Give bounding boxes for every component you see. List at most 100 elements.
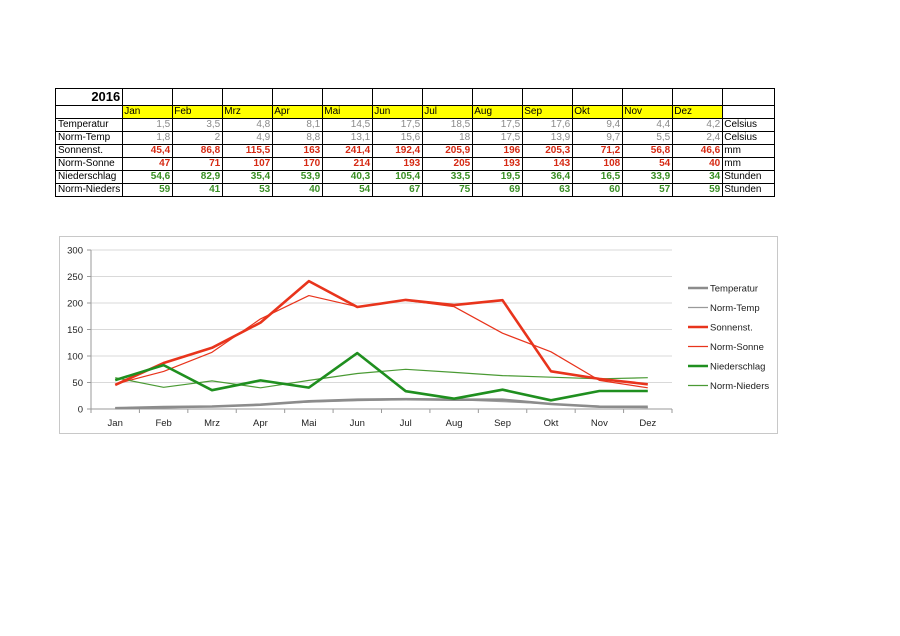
value-cell: 205,3	[522, 144, 574, 158]
table-row: Niederschlag 54,6 82,9 35,4 53,9 40,3 105,4 33,…	[54, 170, 776, 184]
empty-cell	[222, 88, 274, 106]
value-cell: 33,5	[422, 170, 474, 184]
month-header: Jan	[122, 105, 174, 119]
value-cell: 107	[222, 157, 274, 171]
month-header: Apr	[272, 105, 324, 119]
table-row: Sonnenst. 45,4 86,8 115,5 163 241,4 192,4 205,9…	[54, 144, 776, 158]
value-cell: 143	[522, 157, 574, 171]
value-cell: 5,5	[622, 131, 674, 145]
month-header: Sep	[522, 105, 574, 119]
y-tick-label: 0	[78, 405, 83, 416]
table-row: Temperatur 1,5 3,5 4,8 8,1 14,5 17,5 18,5 17,5 17…	[54, 118, 776, 132]
year-label: 2016	[54, 88, 124, 106]
value-cell: 54	[322, 183, 374, 197]
value-cell: 214	[322, 157, 374, 171]
month-header: Okt	[572, 105, 624, 119]
month-header: Aug	[472, 105, 524, 119]
value-cell: 4,9	[222, 131, 274, 145]
legend-label: Temperatur	[710, 284, 758, 295]
table-row: Norm-Temp 1,8 2 4,9 8,8 13,1 15,6 18 17,5 13,9 9,7…	[54, 131, 776, 145]
value-cell: 63	[522, 183, 574, 197]
value-cell: 8,1	[272, 118, 324, 132]
row-label: Norm-Nieders	[54, 183, 124, 197]
unit-cell: mm	[722, 157, 776, 171]
y-tick-label: 100	[67, 352, 83, 363]
value-cell: 193	[372, 157, 424, 171]
value-cell: 241,4	[322, 144, 374, 158]
unit-cell: Celsius	[722, 131, 776, 145]
value-cell: 54	[622, 157, 674, 171]
x-tick-label: Okt	[544, 418, 559, 429]
value-cell: 46,6	[672, 144, 724, 158]
value-cell: 8,8	[272, 131, 324, 145]
empty-cell	[422, 88, 474, 106]
x-tick-label: Aug	[446, 418, 463, 429]
value-cell: 59	[122, 183, 174, 197]
legend-label: Norm-Temp	[710, 303, 760, 314]
value-cell: 205	[422, 157, 474, 171]
y-tick-label: 200	[67, 299, 83, 310]
value-cell: 2,4	[672, 131, 724, 145]
empty-cell	[672, 88, 724, 106]
y-tick-label: 300	[67, 246, 83, 257]
value-cell: 3,5	[172, 118, 224, 132]
empty-cell	[122, 88, 174, 106]
value-cell: 4,2	[672, 118, 724, 132]
empty-cell	[722, 88, 776, 106]
value-cell: 18,5	[422, 118, 474, 132]
x-tick-label: Jan	[108, 418, 123, 429]
value-cell: 4,8	[222, 118, 274, 132]
legend-label: Norm-Sonne	[710, 342, 764, 353]
series-line-niederschlag	[114, 351, 648, 402]
value-cell: 53	[222, 183, 274, 197]
empty-cell	[522, 88, 574, 106]
empty-cell	[272, 88, 324, 106]
value-cell: 14,5	[322, 118, 374, 132]
unit-cell: Celsius	[722, 118, 776, 132]
value-cell: 1,8	[122, 131, 174, 145]
empty-cell	[172, 88, 224, 106]
value-cell: 57	[622, 183, 674, 197]
climate-data-table: 2016 Jan Feb Mrz Apr Mai Jun Jul Aug Sep Okt Nov Dez…	[54, 88, 776, 197]
value-cell: 13,1	[322, 131, 374, 145]
value-cell: 69	[472, 183, 524, 197]
empty-cell	[722, 105, 776, 119]
value-cell: 13,9	[522, 131, 574, 145]
value-cell: 36,4	[522, 170, 574, 184]
empty-cell	[572, 88, 624, 106]
value-cell: 192,4	[372, 144, 424, 158]
x-tick-label: Apr	[253, 418, 268, 429]
value-cell: 41	[172, 183, 224, 197]
value-cell: 33,9	[622, 170, 674, 184]
unit-cell: Stunden	[722, 183, 776, 197]
value-cell: 35,4	[222, 170, 274, 184]
month-header: Dez	[672, 105, 724, 119]
empty-cell	[372, 88, 424, 106]
series-line-sonnenst-	[114, 279, 648, 387]
month-header: Nov	[622, 105, 674, 119]
empty-cell	[54, 105, 124, 119]
value-cell: 67	[372, 183, 424, 197]
legend-label: Norm-Nieders	[710, 381, 769, 392]
empty-cell	[322, 88, 374, 106]
empty-cell	[472, 88, 524, 106]
value-cell: 15,6	[372, 131, 424, 145]
value-cell: 59	[672, 183, 724, 197]
x-tick-label: Nov	[591, 418, 608, 429]
value-cell: 17,5	[472, 118, 524, 132]
x-tick-label: Jul	[400, 418, 412, 429]
value-cell: 60	[572, 183, 624, 197]
value-cell: 2	[172, 131, 224, 145]
value-cell: 163	[272, 144, 324, 158]
value-cell: 17,6	[522, 118, 574, 132]
series-line-temperatur	[115, 397, 648, 410]
legend-label: Sonnenst.	[710, 323, 753, 334]
unit-cell: Stunden	[722, 170, 776, 184]
value-cell: 105,4	[372, 170, 424, 184]
empty-cell	[622, 88, 674, 106]
row-label: Norm-Temp	[54, 131, 124, 145]
month-header: Mrz	[222, 105, 274, 119]
line-chart: 0 50 100 150 200 250 300 Jan Feb Mrz Apr Mai Jun Jul A…	[67, 246, 769, 430]
value-cell: 34	[672, 170, 724, 184]
value-cell: 4,4	[622, 118, 674, 132]
